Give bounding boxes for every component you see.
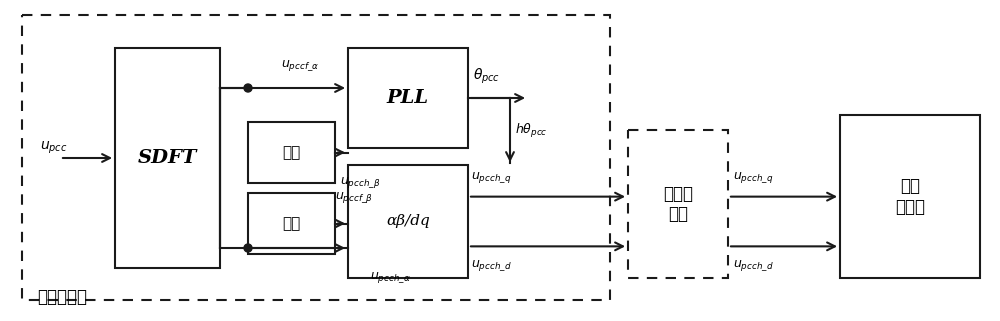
- Text: $u_{pcch\_d}$: $u_{pcch\_d}$: [733, 258, 774, 273]
- Text: 集中控制器: 集中控制器: [37, 288, 87, 306]
- Text: αβ/dq: αβ/dq: [386, 214, 430, 229]
- Bar: [22, 15, 610, 300]
- Circle shape: [244, 244, 252, 252]
- Bar: [115, 48, 220, 268]
- Text: 延时: 延时: [282, 145, 301, 160]
- Text: 低带宽
通信: 低带宽 通信: [663, 185, 693, 223]
- Bar: [248, 193, 335, 254]
- Text: $u_{pccf\_\alpha}$: $u_{pccf\_\alpha}$: [281, 58, 319, 73]
- Text: $h\theta_{pcc}$: $h\theta_{pcc}$: [515, 123, 548, 141]
- Text: $u_{pcch\_q}$: $u_{pcch\_q}$: [471, 169, 511, 185]
- Text: $u_{pcc}$: $u_{pcc}$: [40, 140, 68, 156]
- Bar: [840, 115, 980, 278]
- Text: $u_{pccf\_\beta}$: $u_{pccf\_\beta}$: [335, 190, 373, 205]
- Text: 延时: 延时: [282, 216, 301, 231]
- Text: 本地
控制器: 本地 控制器: [895, 177, 925, 216]
- Circle shape: [244, 84, 252, 92]
- Text: $u_{pcch\_q}$: $u_{pcch\_q}$: [733, 169, 773, 185]
- Text: PLL: PLL: [387, 89, 429, 107]
- Text: SDFT: SDFT: [138, 149, 197, 167]
- Bar: [628, 130, 728, 278]
- Bar: [348, 165, 468, 278]
- Text: $\theta_{pcc}$: $\theta_{pcc}$: [473, 67, 500, 86]
- Text: $u_{pcch\_\beta}$: $u_{pcch\_\beta}$: [340, 175, 380, 190]
- Bar: [248, 122, 335, 183]
- Text: $u_{pcch\_d}$: $u_{pcch\_d}$: [471, 258, 512, 273]
- Text: $u_{pcch\_\alpha}$: $u_{pcch\_\alpha}$: [370, 270, 410, 285]
- Bar: [348, 48, 468, 148]
